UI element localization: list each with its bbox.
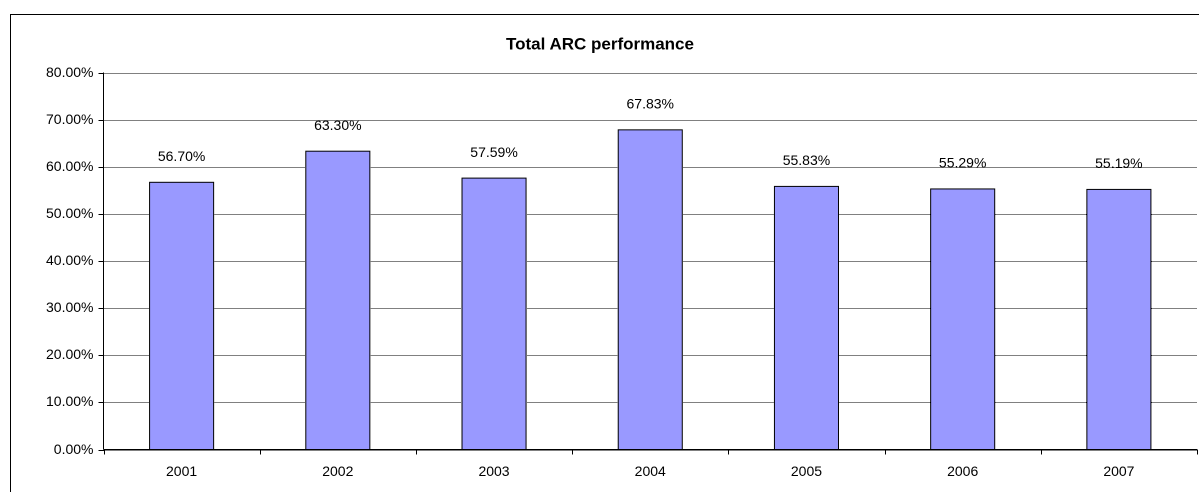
y-tick-label: 20.00% [46, 346, 93, 362]
x-tick-label: 2003 [478, 463, 509, 479]
value-label: 56.70% [158, 148, 205, 164]
bar [773, 185, 839, 450]
value-label: 63.30% [314, 117, 361, 133]
y-tick-label: 60.00% [46, 158, 93, 174]
y-tick-label: 10.00% [46, 393, 93, 409]
y-tick-label: 80.00% [46, 64, 93, 80]
x-tick-label: 2002 [322, 463, 353, 479]
bar [930, 188, 996, 451]
value-label: 67.83% [627, 96, 674, 112]
bar [617, 129, 683, 450]
value-label: 55.19% [1095, 155, 1142, 171]
y-tick-label: 0.00% [54, 441, 94, 457]
y-tick-label: 70.00% [46, 111, 93, 127]
x-tick-label: 2004 [635, 463, 666, 479]
x-tick-label: 2006 [947, 463, 978, 479]
bar [1086, 188, 1152, 451]
y-tick-label: 40.00% [46, 252, 93, 268]
x-tick-label: 2007 [1103, 463, 1134, 479]
value-label: 57.59% [470, 144, 517, 160]
y-tick-label: 50.00% [46, 205, 93, 221]
bar [305, 150, 371, 450]
bar [149, 181, 215, 451]
x-tick-label: 2005 [791, 463, 822, 479]
value-label: 55.83% [783, 152, 830, 168]
bar [461, 177, 527, 451]
chart-title: Total ARC performance [506, 34, 694, 53]
value-label: 55.29% [939, 155, 986, 171]
y-tick-label: 30.00% [46, 299, 93, 315]
x-tick-label: 2001 [166, 463, 197, 479]
